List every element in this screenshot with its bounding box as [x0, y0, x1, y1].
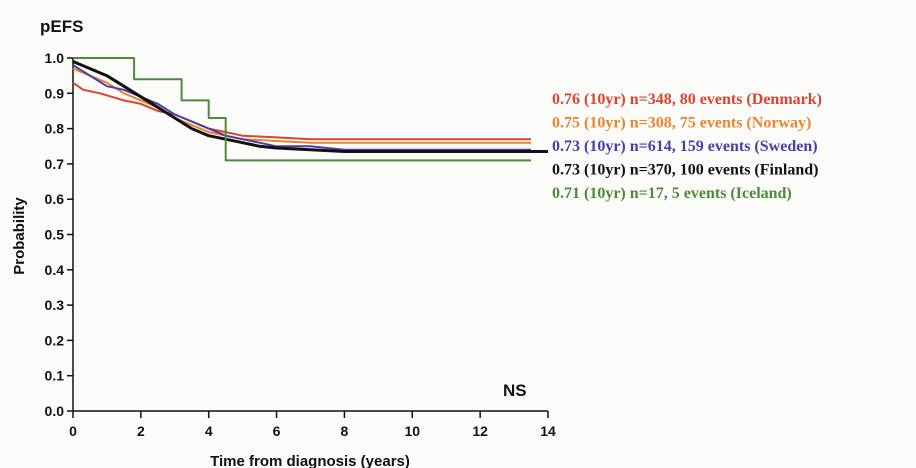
series-line-2: [72, 64, 531, 151]
x-tick-label: 4: [205, 423, 213, 439]
x-tick-label: 2: [137, 423, 145, 439]
y-tick-label: 0.0: [45, 403, 65, 419]
x-axis: 0 2 4 6 8 10 12 14: [69, 410, 556, 439]
y-tick-label: 0.3: [45, 297, 65, 313]
y-tick-label: 0.4: [45, 262, 65, 278]
legend-entry: 0.76 (10yr) n=348, 80 events (Denmark): [552, 91, 822, 108]
x-tick-label: 6: [273, 423, 281, 439]
legend-entry: 0.73 (10yr) n=614, 159 events (Sweden): [552, 138, 818, 155]
series-lines: [72, 57, 548, 162]
chart-title: pEFS: [40, 17, 83, 36]
y-tick-label: 0.2: [45, 332, 65, 348]
series-line-1: [72, 67, 531, 144]
y-tick-label: 1.0: [45, 50, 65, 66]
y-tick-label: 0.7: [45, 156, 65, 172]
y-tick-label: 0.1: [45, 368, 65, 384]
significance-annotation: NS: [503, 381, 527, 400]
x-tick-label: 8: [341, 423, 349, 439]
x-tick-label: 14: [540, 423, 556, 439]
legend-entry: 0.73 (10yr) n=370, 100 events (Finland): [552, 162, 818, 179]
x-tick-label: 0: [69, 423, 77, 439]
legend-entry: 0.71 (10yr) n=17, 5 events (Iceland): [552, 185, 792, 202]
series-line-0: [72, 81, 531, 141]
legend-entry: 0.75 (10yr) n=308, 75 events (Norway): [552, 115, 811, 132]
x-tick-label: 12: [472, 423, 488, 439]
legend: 0.76 (10yr) n=348, 80 events (Denmark) 0.…: [552, 91, 822, 202]
series-line-4: [73, 57, 531, 162]
series-line-3: [72, 60, 548, 153]
y-tick-label: 0.9: [45, 85, 65, 101]
y-tick-label: 0.5: [45, 227, 65, 243]
y-tick-label: 0.6: [45, 191, 65, 207]
x-axis-label: Time from diagnosis (years): [210, 453, 410, 468]
y-axis-label: Probability: [11, 197, 28, 275]
y-axis: 0.0 0.1 0.2 0.3 0.4 0.5 0.6 0.7 0.8 0.9 1.0: [45, 50, 74, 419]
y-tick-label: 0.8: [45, 121, 65, 137]
x-tick-label: 10: [404, 423, 420, 439]
